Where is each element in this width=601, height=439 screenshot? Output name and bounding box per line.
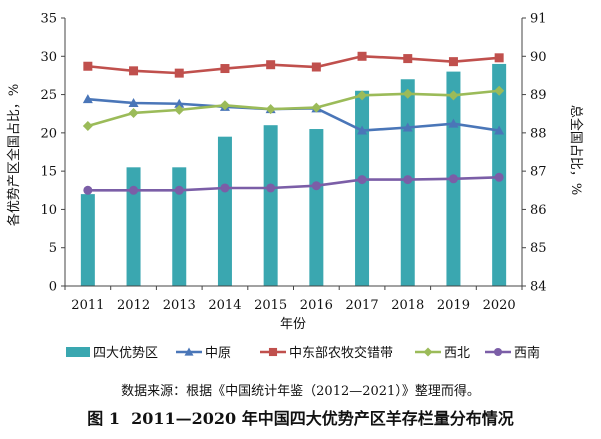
source-note: 数据来源：根据《中国统计年鉴（2012—2021）》整理而得。 xyxy=(121,384,480,399)
legend-label: 西南 xyxy=(514,345,540,361)
marker-triangle xyxy=(494,125,505,135)
marker-triangle xyxy=(174,98,185,108)
right-y-tick-label: 89 xyxy=(530,88,547,103)
legend-label: 中原 xyxy=(205,346,231,361)
marker-square xyxy=(448,57,458,67)
x-tick-label: 2014 xyxy=(208,298,241,313)
left-y-tick-label: 35 xyxy=(40,12,57,27)
marker-diamond xyxy=(82,120,93,131)
x-tick-label: 2018 xyxy=(391,298,424,313)
x-tick-label: 2012 xyxy=(117,298,150,313)
marker-circle xyxy=(311,181,321,191)
right-y-tick-label: 84 xyxy=(530,280,547,295)
left-y-tick-label: 10 xyxy=(40,203,57,218)
marker-circle xyxy=(266,183,276,193)
marker-diamond xyxy=(219,100,230,111)
bar xyxy=(355,90,370,286)
marker-circle xyxy=(129,185,139,195)
series-line xyxy=(87,54,500,75)
left-y-tick-label: 20 xyxy=(40,126,57,141)
right-y-tick-label: 90 xyxy=(530,50,547,65)
series-line xyxy=(87,97,500,132)
right-y-tick-label: 85 xyxy=(530,241,547,256)
bar xyxy=(217,136,232,286)
x-axis-title: 年份 xyxy=(280,317,306,332)
x-tick-label: 2017 xyxy=(346,298,379,313)
marker-triangle xyxy=(402,122,413,132)
marker-square xyxy=(83,61,93,71)
legend-label: 中东部农牧交错带 xyxy=(289,345,393,361)
x-tick-label: 2019 xyxy=(437,298,470,313)
marker-circle xyxy=(403,175,413,185)
legend-label: 四大优势区 xyxy=(93,345,158,361)
marker-square xyxy=(494,53,504,63)
marker-diamond xyxy=(402,88,413,99)
marker-diamond xyxy=(494,85,505,96)
marker-diamond xyxy=(265,104,276,115)
legend-swatch-bar xyxy=(66,347,90,357)
right-y-axis-title: 总全国占比，% xyxy=(568,105,584,195)
series-line xyxy=(87,89,500,128)
marker-square xyxy=(220,64,230,74)
marker-square xyxy=(266,60,276,70)
combo-chart: 0 5 10 15 20 25 30 35 84 85 86 87 88 89 90 91 2011 2012 20… xyxy=(6,12,584,362)
bar-series xyxy=(80,63,507,286)
marker-square xyxy=(268,347,278,357)
marker-circle xyxy=(494,172,504,182)
left-y-tick-label: 5 xyxy=(49,241,57,256)
marker-circle xyxy=(448,174,458,184)
marker-square xyxy=(311,62,321,72)
x-tick-label: 2013 xyxy=(163,298,196,313)
bar xyxy=(80,194,95,286)
bar xyxy=(309,129,324,286)
marker-square xyxy=(357,51,367,61)
marker-triangle xyxy=(82,94,93,104)
marker-triangle xyxy=(357,125,368,135)
figure-number: 图 1 xyxy=(87,409,120,428)
bar xyxy=(126,167,141,286)
legend-label: 西北 xyxy=(444,346,470,361)
series-line xyxy=(87,175,500,192)
legend: 四大优势区 中原 中东部农牧交错带 西北 西南 xyxy=(66,345,540,361)
x-tick-label: 2020 xyxy=(483,298,516,313)
marker-circle xyxy=(220,183,230,193)
right-y-tick-label: 86 xyxy=(530,203,547,218)
bar xyxy=(172,167,187,286)
x-tick-label: 2015 xyxy=(254,298,287,313)
marker-circle xyxy=(83,185,93,195)
axes xyxy=(61,17,526,290)
line-series xyxy=(82,51,505,195)
marker-square xyxy=(403,54,413,64)
left-y-axis-title: 各优势产区全国占比，% xyxy=(6,84,22,226)
marker-diamond xyxy=(423,347,433,357)
marker-diamond xyxy=(311,102,322,113)
marker-diamond xyxy=(357,90,368,101)
marker-triangle xyxy=(184,347,194,356)
x-tick-label: 2016 xyxy=(300,298,333,313)
right-y-tick-label: 91 xyxy=(530,12,547,27)
bar xyxy=(263,125,278,286)
x-tick-label: 2011 xyxy=(71,298,104,313)
marker-triangle xyxy=(448,118,459,128)
left-y-tick-label: 15 xyxy=(40,165,57,180)
marker-square xyxy=(129,66,139,76)
marker-circle xyxy=(174,185,184,195)
marker-diamond xyxy=(174,104,185,115)
marker-diamond xyxy=(448,90,459,101)
right-y-tick-label: 88 xyxy=(530,126,547,141)
figure-title: 2011—2020 年中国四大优势产区羊存栏量分布情况 xyxy=(131,409,514,428)
marker-diamond xyxy=(128,107,139,118)
tick-labels: 0 5 10 15 20 25 30 35 84 85 86 87 88 89 90 91 2011 2012 20… xyxy=(40,12,546,314)
left-y-tick-label: 30 xyxy=(40,50,57,65)
figure-caption: 图 1 2011—2020 年中国四大优势产区羊存栏量分布情况 xyxy=(0,405,601,429)
left-y-tick-label: 25 xyxy=(40,88,57,103)
marker-circle xyxy=(493,347,503,357)
left-y-tick-label: 0 xyxy=(49,280,57,295)
marker-circle xyxy=(357,175,367,185)
marker-square xyxy=(174,68,184,78)
right-y-tick-label: 87 xyxy=(530,165,547,180)
marker-triangle xyxy=(128,97,139,107)
